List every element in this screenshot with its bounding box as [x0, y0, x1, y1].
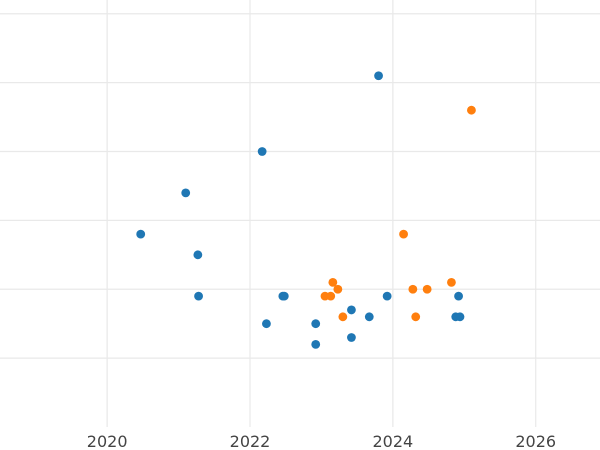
point-series0-17 — [455, 312, 465, 322]
point-series1-9 — [447, 277, 456, 287]
point-series0-7 — [279, 291, 289, 301]
point-series0-0 — [136, 229, 146, 239]
data-points — [136, 71, 476, 349]
point-series0-14 — [382, 291, 392, 301]
point-series0-3 — [194, 291, 203, 301]
point-series1-6 — [408, 284, 418, 294]
point-series0-2 — [193, 250, 203, 260]
point-series1-1 — [326, 291, 336, 301]
grid — [0, 0, 600, 427]
x-tick-label-0: 2020 — [87, 432, 128, 450]
point-series0-4 — [257, 147, 267, 156]
point-series0-12 — [364, 312, 374, 322]
point-series0-13 — [374, 71, 383, 81]
point-series1-7 — [411, 312, 421, 322]
point-series0-1 — [181, 188, 191, 198]
point-series0-10 — [347, 305, 356, 315]
point-series1-10 — [467, 105, 476, 115]
x-tick-label-2: 2024 — [372, 432, 413, 450]
point-series0-16 — [454, 291, 463, 301]
point-series0-5 — [262, 319, 271, 329]
point-series0-9 — [311, 339, 321, 349]
x-tick-label-1: 2022 — [230, 432, 271, 450]
point-series0-11 — [347, 333, 356, 342]
point-series1-3 — [333, 284, 343, 294]
point-series1-2 — [328, 277, 338, 287]
point-series0-8 — [311, 319, 321, 329]
x-tick-label-3: 2026 — [515, 432, 556, 450]
x-tick-labels: 2020 2022 2024 2026 — [87, 432, 556, 450]
point-series1-8 — [422, 284, 432, 294]
point-series1-5 — [399, 229, 408, 239]
point-series1-4 — [338, 312, 348, 322]
